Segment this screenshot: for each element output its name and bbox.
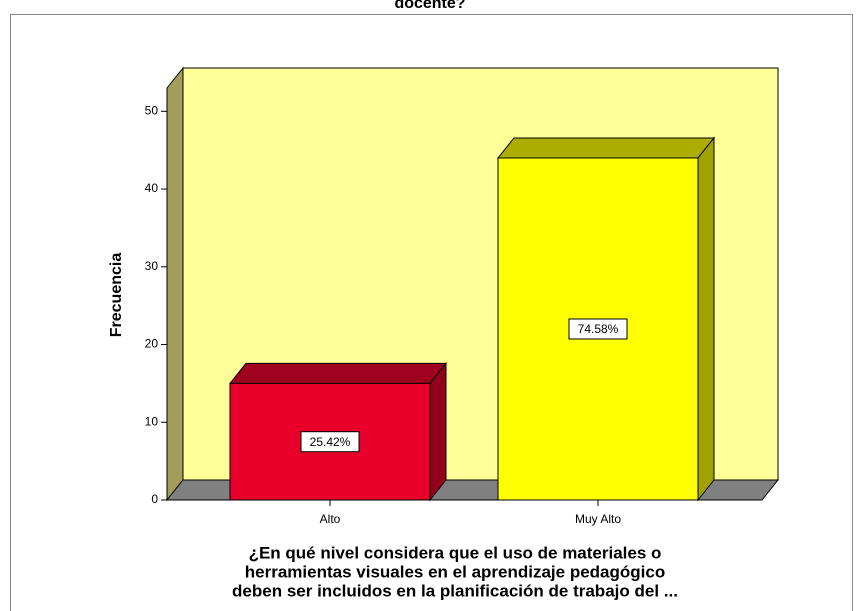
- bar-top: [496, 137, 716, 159]
- value-label-box: [300, 431, 360, 453]
- value-label-box: [568, 318, 628, 340]
- chart-title: docente?: [394, 0, 465, 12]
- x-axis-label: deben ser incluidos en la planificación …: [232, 581, 678, 600]
- y-tick-label: 50: [145, 103, 159, 117]
- bar-top: [228, 362, 448, 384]
- x-axis-label: ¿En qué nivel considera que el uso de ma…: [249, 543, 662, 562]
- y-tick-label: 30: [145, 259, 159, 273]
- x-axis-label: herramientas visuales en el aprendizaje …: [245, 562, 665, 581]
- bar-side: [429, 361, 447, 502]
- x-tick-label: Alto: [320, 512, 341, 526]
- bar-side: [697, 136, 715, 502]
- y-tick-label: 40: [145, 181, 159, 195]
- y-tick-label: 0: [151, 492, 158, 506]
- x-tick-label: Muy Alto: [575, 512, 621, 526]
- side-wall: [166, 66, 184, 502]
- y-tick-label: 20: [145, 337, 159, 351]
- y-tick-label: 10: [145, 414, 159, 428]
- value-label: 25.42%: [310, 435, 351, 449]
- y-axis-label: Frecuencia: [108, 253, 125, 338]
- value-label: 74.58%: [578, 322, 619, 336]
